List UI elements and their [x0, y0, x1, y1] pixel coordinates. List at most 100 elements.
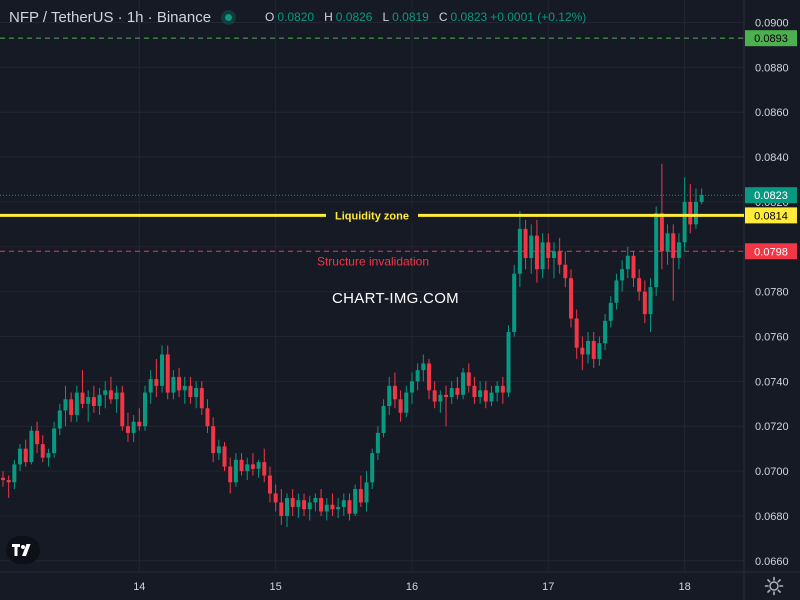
candle-body [659, 213, 664, 252]
y-tick-label: 0.0880 [755, 62, 789, 74]
candle-body [40, 444, 45, 458]
candle-body [114, 392, 119, 400]
candle-body [461, 372, 466, 395]
candle-body [336, 506, 341, 510]
candle-body [171, 376, 176, 393]
candle-body [313, 497, 318, 503]
candle-body [319, 497, 324, 512]
candle-body [279, 502, 284, 516]
candle-body [188, 385, 193, 398]
candle-body [324, 504, 329, 512]
y-tick-label: 0.0840 [755, 152, 789, 164]
candle-body [540, 242, 545, 270]
candle-body [262, 462, 267, 476]
candle-body [341, 500, 346, 507]
candle-body [534, 235, 539, 270]
candle-body [216, 446, 221, 454]
candle-body [1, 477, 5, 481]
target-level-badge-bg [745, 30, 797, 47]
candle-body [108, 390, 113, 400]
candle-body [529, 235, 534, 258]
candle-body [256, 462, 261, 469]
candle-body [625, 255, 630, 270]
candle-body [665, 233, 670, 252]
candle-body [483, 390, 488, 402]
close-value: 0.0823 [450, 10, 488, 24]
candle-body [57, 410, 62, 429]
y-tick-label: 0.0760 [755, 331, 789, 343]
candle-body [23, 448, 28, 463]
candle-body [500, 385, 505, 393]
candle-body [466, 372, 471, 386]
current-price-badge: 0.0823 [754, 190, 788, 202]
invalidation-level-badge-bg [745, 243, 797, 260]
y-tick-label: 0.0700 [755, 466, 789, 478]
low-label: L [382, 10, 390, 24]
candle-body [74, 392, 79, 415]
candle-body [375, 432, 380, 454]
watermark: CHART-IMG.COM [332, 290, 459, 307]
candle-body [608, 302, 613, 321]
candle-body [438, 394, 443, 402]
candle-body [676, 242, 681, 258]
candle-body [18, 448, 23, 465]
candle-body [120, 392, 125, 427]
horizontal-levels: Liquidity zone Structure invalidation [0, 37, 744, 268]
candle-body [512, 273, 517, 333]
high-label: H [324, 10, 333, 24]
candle-body [444, 394, 449, 398]
y-tick-label: 0.0740 [755, 376, 789, 388]
candle-body [620, 269, 625, 281]
candle-body [69, 399, 74, 415]
candle-body [63, 399, 68, 411]
candle-body [6, 480, 11, 483]
candle-body [228, 466, 233, 483]
candle-body [182, 385, 187, 391]
candle-body [358, 489, 363, 503]
low-value: 0.0819 [392, 10, 429, 24]
candle-body [91, 397, 96, 407]
candle-body [455, 388, 460, 395]
tradingview-logo-icon[interactable] [6, 536, 40, 564]
candle-body [557, 251, 562, 265]
candle-body [222, 446, 227, 467]
candle-body [546, 242, 551, 258]
candle-body [267, 475, 272, 494]
candle-body [637, 278, 642, 292]
time-axis[interactable]: 14 15 16 17 18 [133, 581, 691, 593]
target-level-badge: 0.0893 [754, 33, 788, 45]
candle-body [489, 392, 494, 402]
candle-body [160, 354, 165, 386]
open-label: O [265, 10, 275, 24]
candle-body [46, 453, 51, 458]
chart-header: NFP / TetherUS · 1h · Binance O 0.0820 H… [9, 7, 586, 27]
symbol-title[interactable]: NFP / TetherUS · 1h · Binance [9, 8, 212, 26]
candle-body [177, 376, 182, 391]
y-tick-label: 0.0720 [755, 421, 789, 433]
candle-body [415, 370, 420, 382]
candle-body [52, 428, 57, 454]
candle-body [137, 421, 142, 427]
candle-body [404, 392, 409, 413]
candle-body [421, 363, 426, 371]
candle-body [353, 489, 358, 514]
candle-body [688, 201, 693, 225]
y-tick-label: 0.0780 [755, 287, 789, 299]
candle-body [364, 482, 369, 503]
candle-body [211, 426, 216, 454]
x-tick-label: 17 [542, 581, 554, 593]
candle-body [591, 340, 596, 359]
candle-body [517, 228, 522, 274]
gear-icon[interactable] [764, 576, 784, 596]
candle-body [273, 493, 278, 503]
candle-body [205, 408, 210, 427]
candle-body [80, 392, 85, 404]
close-label: C [438, 10, 448, 24]
candle-body [569, 278, 573, 319]
level-label-bg [326, 208, 418, 223]
candle-body [307, 502, 312, 510]
price-axis[interactable]: 0.0660 0.0680 0.0700 0.0720 0.0740 0.0760 0.07… [745, 17, 797, 568]
candle-body [239, 459, 244, 472]
x-tick-label: 16 [406, 581, 418, 593]
